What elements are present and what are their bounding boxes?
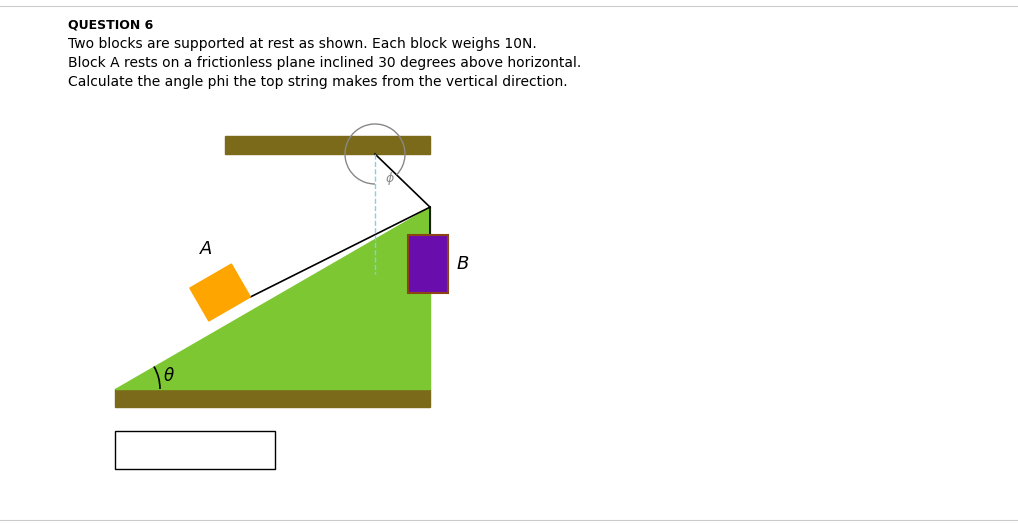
Text: $\theta$: $\theta$ bbox=[163, 367, 175, 385]
Polygon shape bbox=[115, 207, 430, 389]
Text: $\phi$: $\phi$ bbox=[385, 170, 395, 187]
Text: Two blocks are supported at rest as shown. Each block weighs 10N.: Two blocks are supported at rest as show… bbox=[68, 37, 536, 51]
Polygon shape bbox=[189, 264, 250, 321]
Bar bbox=[225, 136, 430, 154]
Text: Calculate the angle phi the top string makes from the vertical direction.: Calculate the angle phi the top string m… bbox=[68, 75, 568, 89]
Text: QUESTION 6: QUESTION 6 bbox=[68, 19, 154, 32]
Bar bbox=[115, 431, 275, 469]
Text: $B$: $B$ bbox=[456, 255, 469, 273]
Text: $A$: $A$ bbox=[199, 240, 213, 258]
Bar bbox=[408, 235, 448, 293]
Bar bbox=[115, 389, 430, 407]
Text: Block A rests on a frictionless plane inclined 30 degrees above horizontal.: Block A rests on a frictionless plane in… bbox=[68, 56, 581, 70]
